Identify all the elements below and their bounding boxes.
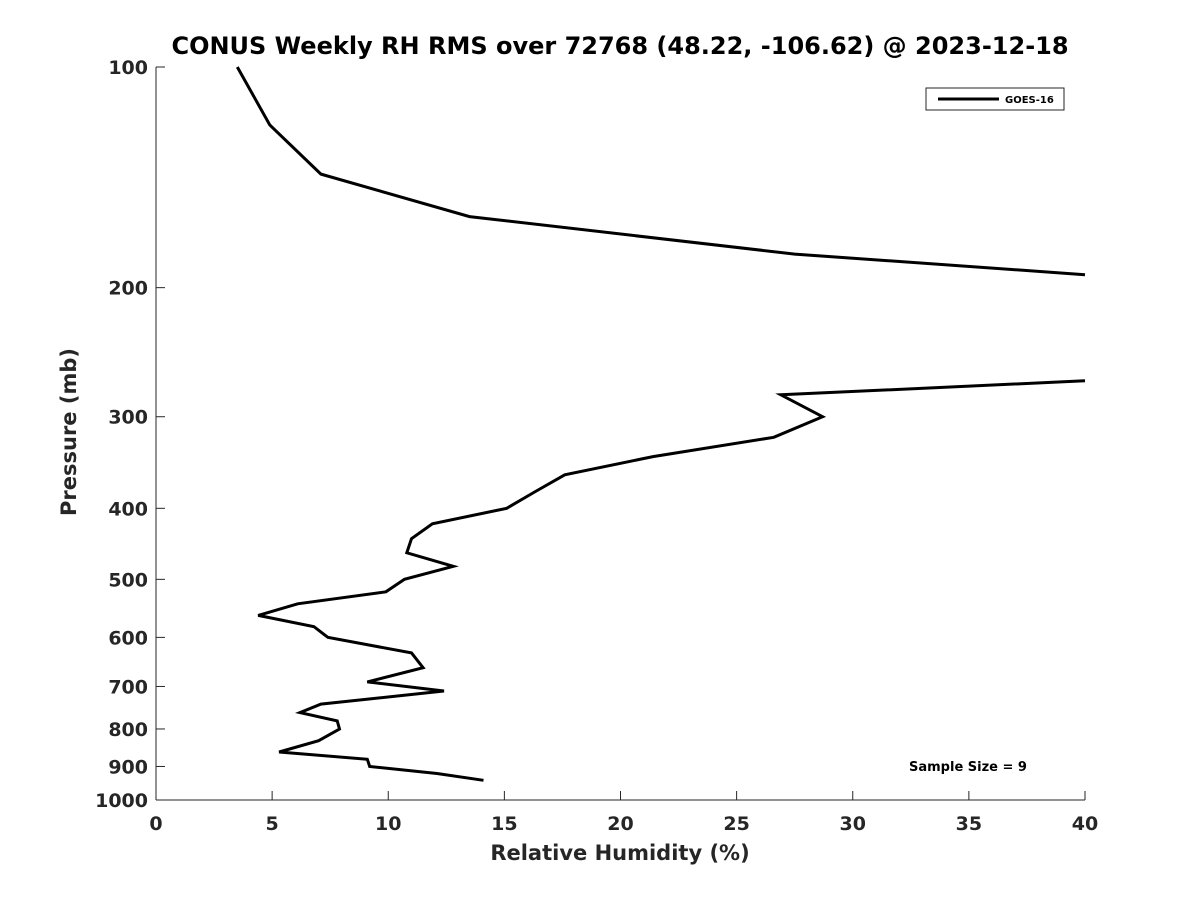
y-tick-label: 100 [108, 57, 148, 79]
y-tick-label: 300 [108, 407, 148, 429]
y-axis-label: Pressure (mb) [57, 348, 81, 516]
x-tick-label: 35 [956, 813, 982, 835]
x-tick-label: 5 [266, 813, 279, 835]
sample-size-annotation: Sample Size = 9 [909, 760, 1027, 775]
x-tick-label: 10 [375, 813, 401, 835]
y-tick-label: 900 [108, 756, 148, 778]
y-tick-label: 1000 [95, 790, 148, 812]
series-line-goes16 [257, 379, 1086, 782]
x-axis-label: Relative Humidity (%) [490, 841, 749, 865]
x-tick-label: 0 [149, 813, 162, 835]
y-tick-label: 700 [108, 676, 148, 698]
x-tick-label: 25 [723, 813, 749, 835]
legend: GOES-16 [925, 87, 1065, 111]
y-tick-label: 500 [108, 569, 148, 591]
y-tick-label: 800 [108, 719, 148, 741]
plot-axes: 0 5 10 15 20 25 30 35 40 100 200 300 400 500 600 700 800… [95, 57, 1098, 835]
y-tick-label: 400 [108, 498, 148, 520]
plot-series [235, 66, 1086, 782]
y-tick-label: 200 [108, 278, 148, 300]
chart-title: CONUS Weekly RH RMS over 72768 (48.22, -… [171, 32, 1068, 60]
series-line-goes16 [235, 66, 1086, 277]
x-tick-label: 30 [840, 813, 866, 835]
x-tick-label: 40 [1072, 813, 1098, 835]
legend-label: GOES-16 [1005, 95, 1054, 106]
x-tick-label: 15 [491, 813, 517, 835]
x-tick-label: 20 [607, 813, 633, 835]
y-tick-label: 600 [108, 627, 148, 649]
